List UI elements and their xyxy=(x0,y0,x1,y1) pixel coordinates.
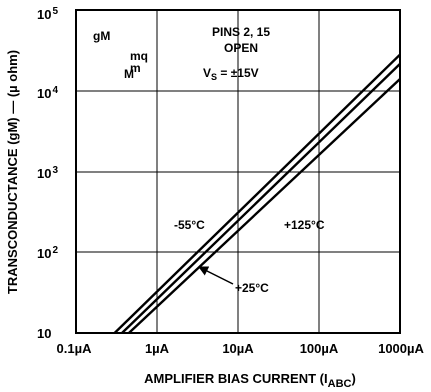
grid xyxy=(76,10,400,333)
series xyxy=(113,53,401,334)
legend-gm: gM xyxy=(93,29,110,43)
conditions: PINS 2, 15 OPEN VS = ±15V xyxy=(203,25,270,82)
pins-line2: OPEN xyxy=(224,41,258,55)
x-tick-1: 1µA xyxy=(145,341,170,356)
x-tick-labels: 0.1µA 1µA 10µA 100µA 1000µA xyxy=(57,341,425,356)
series-line-p125 xyxy=(128,78,401,334)
arrow-p25 xyxy=(198,266,234,285)
x-tick-0p1: 0.1µA xyxy=(57,341,93,356)
y-tick-1e4: 104 xyxy=(37,85,58,101)
plot-frame xyxy=(75,9,401,334)
x-tick-100: 100µA xyxy=(300,341,339,356)
legend-mq: mq xyxy=(130,49,148,63)
y-tick-1e3: 103 xyxy=(37,165,58,181)
x-tick-10: 10µA xyxy=(222,341,254,356)
series-line-p25 xyxy=(121,63,401,334)
y-tick-1e5: 105 xyxy=(37,6,58,22)
series-line-m55 xyxy=(113,53,401,334)
y-tick-1e1: 10 xyxy=(37,326,51,341)
legend-m1: m xyxy=(130,61,141,75)
series-label-p125: +125°C xyxy=(284,218,325,232)
series-label-p25: +25°C xyxy=(235,281,269,295)
legend-m2: M xyxy=(124,67,134,81)
series-label-m55: -55°C xyxy=(174,218,205,232)
x-axis-title: AMPLIFIER BIAS CURRENT (IABC) xyxy=(144,371,356,390)
y-tick-labels: 105 104 103 102 10 xyxy=(37,6,58,341)
pins-line1: PINS 2, 15 xyxy=(212,25,270,39)
y-axis-title: TRANSCONDUCTANCE (gM) — (µ ohm) xyxy=(5,50,20,294)
x-tick-1000: 1000µA xyxy=(378,341,424,356)
y-tick-1e2: 102 xyxy=(37,245,58,261)
legend-glyphs: gM mq m M xyxy=(93,29,148,81)
supply-voltage: VS = ±15V xyxy=(203,66,259,82)
